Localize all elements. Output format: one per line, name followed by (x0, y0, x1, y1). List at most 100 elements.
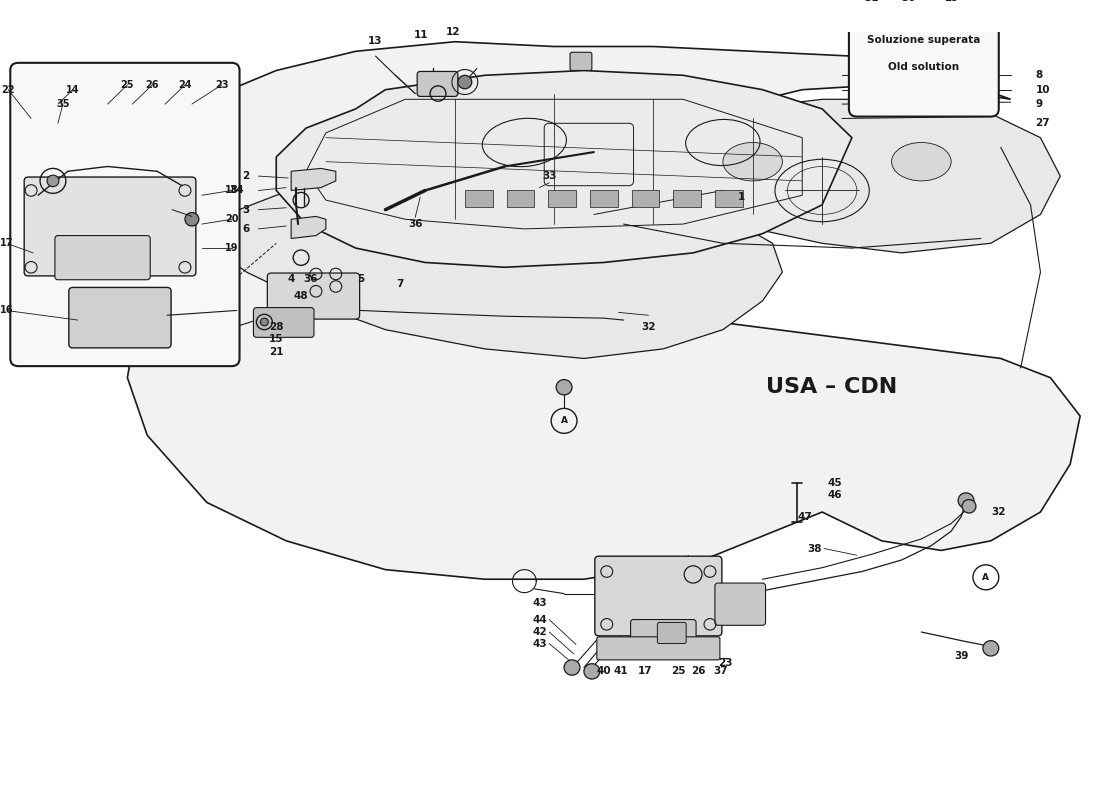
Circle shape (47, 175, 59, 186)
Bar (673, 190, 701, 207)
Text: 39: 39 (954, 651, 968, 662)
Text: 32: 32 (641, 322, 656, 332)
Text: 40: 40 (596, 666, 612, 676)
Text: 17: 17 (638, 666, 652, 676)
Text: 18: 18 (224, 186, 239, 195)
Text: 20: 20 (224, 214, 239, 224)
Text: 5: 5 (358, 274, 364, 284)
Text: 31: 31 (865, 0, 879, 3)
Text: 43: 43 (532, 638, 547, 649)
Text: 27: 27 (1035, 118, 1050, 128)
Text: Old solution: Old solution (889, 62, 959, 73)
Text: 8: 8 (1035, 70, 1043, 80)
FancyBboxPatch shape (597, 637, 719, 660)
Text: 10: 10 (1035, 85, 1050, 94)
Text: A: A (982, 573, 989, 582)
Text: 34: 34 (229, 186, 243, 195)
Text: 45: 45 (827, 478, 842, 488)
FancyBboxPatch shape (69, 287, 172, 348)
FancyBboxPatch shape (253, 307, 313, 338)
Text: 35: 35 (56, 99, 69, 109)
Text: 32: 32 (991, 507, 1005, 517)
Ellipse shape (892, 142, 952, 181)
Text: 3: 3 (242, 205, 250, 214)
Text: 37: 37 (714, 666, 728, 676)
Text: Soluzione superata: Soluzione superata (867, 34, 980, 45)
Polygon shape (584, 99, 1060, 253)
Text: 42: 42 (532, 627, 547, 637)
Text: 15: 15 (270, 334, 284, 345)
Text: 9: 9 (1035, 99, 1043, 109)
Circle shape (458, 75, 472, 89)
Text: 7: 7 (397, 278, 404, 289)
FancyBboxPatch shape (570, 52, 592, 70)
Text: 23: 23 (214, 80, 229, 90)
FancyBboxPatch shape (24, 177, 196, 276)
Text: USA – CDN: USA – CDN (767, 378, 898, 398)
Text: 36: 36 (304, 274, 318, 284)
Text: 44: 44 (532, 614, 547, 625)
Circle shape (958, 493, 974, 508)
FancyBboxPatch shape (10, 63, 240, 366)
FancyBboxPatch shape (55, 235, 151, 280)
Text: 21: 21 (270, 347, 284, 357)
FancyBboxPatch shape (658, 622, 686, 643)
Text: 46: 46 (827, 490, 842, 500)
Text: 26: 26 (691, 666, 705, 676)
Text: 1: 1 (738, 192, 745, 202)
Bar (548, 190, 576, 207)
Polygon shape (292, 216, 326, 238)
Text: a passion for parts.com: a passion for parts.com (321, 421, 727, 450)
Text: 28: 28 (270, 322, 284, 332)
FancyBboxPatch shape (595, 556, 722, 636)
Text: 29: 29 (944, 0, 958, 3)
Text: 33: 33 (542, 171, 557, 181)
Polygon shape (128, 42, 1080, 579)
Text: 47: 47 (798, 512, 812, 522)
Text: 36: 36 (408, 219, 422, 229)
FancyBboxPatch shape (630, 619, 696, 650)
Bar (715, 190, 742, 207)
Text: 2: 2 (242, 171, 250, 181)
Text: 4: 4 (287, 274, 295, 284)
Text: 38: 38 (807, 543, 822, 554)
Bar (590, 190, 618, 207)
Text: 23: 23 (718, 658, 733, 668)
Text: 12: 12 (446, 27, 460, 37)
Circle shape (557, 379, 572, 395)
Bar (631, 190, 659, 207)
Text: 19: 19 (224, 243, 239, 253)
FancyBboxPatch shape (417, 71, 458, 97)
Text: 24: 24 (178, 80, 191, 90)
Circle shape (261, 318, 268, 326)
Circle shape (983, 641, 999, 656)
Circle shape (192, 338, 207, 352)
Circle shape (564, 660, 580, 675)
Circle shape (584, 664, 600, 679)
Text: 16: 16 (0, 306, 13, 315)
Text: 25: 25 (121, 80, 134, 90)
Circle shape (962, 499, 976, 513)
Text: 22: 22 (1, 85, 15, 94)
Text: 6: 6 (242, 224, 250, 234)
Text: 48: 48 (294, 291, 308, 302)
Text: A: A (561, 416, 568, 426)
FancyBboxPatch shape (267, 273, 360, 319)
Polygon shape (292, 169, 336, 190)
Text: 26: 26 (145, 80, 160, 90)
Bar (465, 190, 493, 207)
FancyBboxPatch shape (849, 0, 999, 117)
Text: 17: 17 (0, 238, 13, 248)
Text: 41: 41 (614, 666, 628, 676)
Bar (506, 190, 535, 207)
FancyBboxPatch shape (715, 583, 766, 626)
Text: 13: 13 (368, 35, 383, 46)
Polygon shape (276, 70, 851, 267)
Circle shape (185, 213, 199, 226)
Text: 25: 25 (671, 666, 685, 676)
Text: 11: 11 (414, 30, 428, 40)
Ellipse shape (723, 142, 782, 181)
Text: 30: 30 (901, 0, 915, 3)
Text: 43: 43 (532, 598, 547, 608)
Polygon shape (207, 157, 782, 358)
